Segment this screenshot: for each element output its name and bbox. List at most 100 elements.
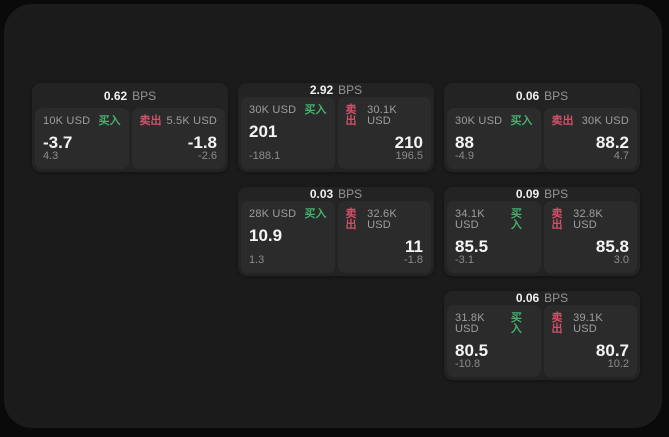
bps-value: 0.09 (515, 187, 540, 201)
buy-price: 10.9 (249, 226, 283, 245)
buy-tile-top: 34.1K USD 买入 (455, 209, 533, 231)
buy-delta: 1.3 (249, 254, 265, 266)
buy-price: 88 (455, 133, 474, 152)
sell-tile-top: 卖出 5.5K USD (140, 116, 218, 127)
buy-price: 201 (249, 122, 278, 141)
sell-price: 85.8 (595, 237, 629, 256)
sell-notional: 32.6K USD (367, 208, 397, 231)
sell-tile-top: 卖出 39.1K USD (552, 313, 630, 335)
sell-side-label: 卖出 (345, 208, 357, 231)
buy-notional: 34.1K USD (455, 208, 485, 231)
bps-unit-label: BPS (338, 187, 363, 201)
buy-side-label: 买入 (510, 312, 522, 335)
card-header: 0.06 BPS (447, 291, 637, 305)
buy-side-label: 买入 (98, 115, 121, 127)
sell-tile-top: 卖出 30K USD (552, 116, 630, 127)
card-body: 31.8K USD 买入 80.5 -10.8 卖出 39.1K USD 80.… (447, 305, 637, 377)
sell-tile[interactable]: 卖出 39.1K USD 80.7 10.2 (543, 305, 637, 377)
bps-unit-label: BPS (544, 291, 569, 305)
buy-delta: -4.9 (455, 150, 474, 162)
card-header: 0.62 BPS (35, 83, 225, 108)
sell-tile-top: 卖出 30.1K USD (346, 105, 424, 127)
buy-tile[interactable]: 28K USD 买入 10.9 1.3 (241, 201, 335, 273)
buy-delta: -3.1 (455, 254, 474, 266)
quote-card-grid: 0.62 BPS 10K USD 买入 -3.7 4.3 卖出 5.5K USD… (32, 83, 640, 380)
quote-card: 0.06 BPS 30K USD 买入 88 -4.9 卖出 30K USD 8… (444, 83, 640, 172)
buy-delta: -188.1 (249, 150, 281, 162)
buy-tile[interactable]: 30K USD 买入 201 -188.1 (241, 97, 335, 169)
sell-notional: 30K USD (581, 115, 629, 127)
sell-price: -1.8 (187, 133, 217, 152)
bps-unit-label: BPS (544, 88, 569, 103)
sell-side-label: 卖出 (139, 115, 162, 127)
sell-side-label: 卖出 (551, 312, 563, 335)
buy-notional: 28K USD (249, 208, 297, 220)
card-body: 28K USD 买入 10.9 1.3 卖出 32.6K USD 11 -1.8 (241, 201, 431, 273)
buy-side-label: 买入 (304, 208, 327, 220)
sell-tile[interactable]: 卖出 32.8K USD 85.8 3.0 (543, 201, 637, 273)
buy-delta: -10.8 (455, 358, 481, 370)
sell-tile[interactable]: 卖出 32.6K USD 11 -1.8 (337, 201, 431, 273)
buy-tile[interactable]: 30K USD 买入 88 -4.9 (447, 108, 541, 169)
card-body: 10K USD 买入 -3.7 4.3 卖出 5.5K USD -1.8 -2.… (35, 108, 225, 169)
card-body: 30K USD 买入 201 -188.1 卖出 30.1K USD 210 1… (241, 97, 431, 169)
sell-delta: 196.5 (395, 150, 423, 162)
card-header: 2.92 BPS (241, 83, 431, 97)
buy-tile-top: 28K USD 买入 (249, 209, 327, 220)
bps-unit-label: BPS (132, 88, 157, 103)
sell-side-label: 卖出 (345, 104, 357, 127)
sell-price: 210 (394, 133, 423, 152)
buy-side-label: 买入 (304, 104, 327, 116)
sell-notional: 32.8K USD (573, 208, 603, 231)
card-header: 0.03 BPS (241, 187, 431, 201)
buy-price: -3.7 (43, 133, 73, 152)
card-body: 30K USD 买入 88 -4.9 卖出 30K USD 88.2 4.7 (447, 108, 637, 169)
buy-side-label: 买入 (510, 115, 533, 127)
app-surface: 0.62 BPS 10K USD 买入 -3.7 4.3 卖出 5.5K USD… (4, 4, 662, 428)
sell-tile-top: 卖出 32.6K USD (346, 209, 424, 231)
buy-notional: 30K USD (455, 115, 503, 127)
sell-notional: 5.5K USD (166, 115, 217, 127)
bps-unit-label: BPS (338, 83, 363, 97)
quote-card: 0.09 BPS 34.1K USD 买入 85.5 -3.1 卖出 32.8K… (444, 187, 640, 276)
buy-tile-top: 10K USD 买入 (43, 116, 121, 127)
buy-tile-top: 31.8K USD 买入 (455, 313, 533, 335)
sell-tile[interactable]: 卖出 30.1K USD 210 196.5 (337, 97, 431, 169)
bps-value: 0.62 (103, 88, 128, 103)
quote-card: 0.03 BPS 28K USD 买入 10.9 1.3 卖出 32.6K US… (238, 187, 434, 276)
buy-tile[interactable]: 34.1K USD 买入 85.5 -3.1 (447, 201, 541, 273)
bps-value: 0.03 (309, 187, 334, 201)
sell-price: 80.7 (595, 341, 629, 360)
sell-delta: 3.0 (613, 254, 629, 266)
buy-delta: 4.3 (43, 150, 59, 162)
bps-value: 0.06 (515, 88, 540, 103)
sell-delta: -2.6 (198, 150, 217, 162)
bps-value: 2.92 (309, 83, 334, 97)
buy-notional: 30K USD (249, 104, 297, 116)
quote-card: 0.62 BPS 10K USD 买入 -3.7 4.3 卖出 5.5K USD… (32, 83, 228, 172)
buy-tile[interactable]: 31.8K USD 买入 80.5 -10.8 (447, 305, 541, 377)
quote-card: 2.92 BPS 30K USD 买入 201 -188.1 卖出 30.1K … (238, 83, 434, 172)
buy-notional: 10K USD (43, 115, 91, 127)
buy-price: 80.5 (455, 341, 489, 360)
bps-unit-label: BPS (544, 187, 569, 201)
quote-card: 0.06 BPS 31.8K USD 买入 80.5 -10.8 卖出 39.1… (444, 291, 640, 380)
sell-delta: -1.8 (404, 254, 423, 266)
card-body: 34.1K USD 买入 85.5 -3.1 卖出 32.8K USD 85.8… (447, 201, 637, 273)
buy-notional: 31.8K USD (455, 312, 485, 335)
buy-price: 85.5 (455, 237, 489, 256)
sell-notional: 39.1K USD (573, 312, 603, 335)
sell-tile[interactable]: 卖出 30K USD 88.2 4.7 (543, 108, 637, 169)
sell-price: 88.2 (595, 133, 629, 152)
card-header: 0.06 BPS (447, 83, 637, 108)
sell-side-label: 卖出 (551, 208, 563, 231)
buy-side-label: 买入 (510, 208, 522, 231)
buy-tile-top: 30K USD 买入 (249, 105, 327, 116)
buy-tile[interactable]: 10K USD 买入 -3.7 4.3 (35, 108, 129, 169)
sell-delta: 10.2 (607, 358, 629, 370)
sell-notional: 30.1K USD (367, 104, 397, 127)
sell-tile-top: 卖出 32.8K USD (552, 209, 630, 231)
buy-tile-top: 30K USD 买入 (455, 116, 533, 127)
sell-tile[interactable]: 卖出 5.5K USD -1.8 -2.6 (131, 108, 225, 169)
